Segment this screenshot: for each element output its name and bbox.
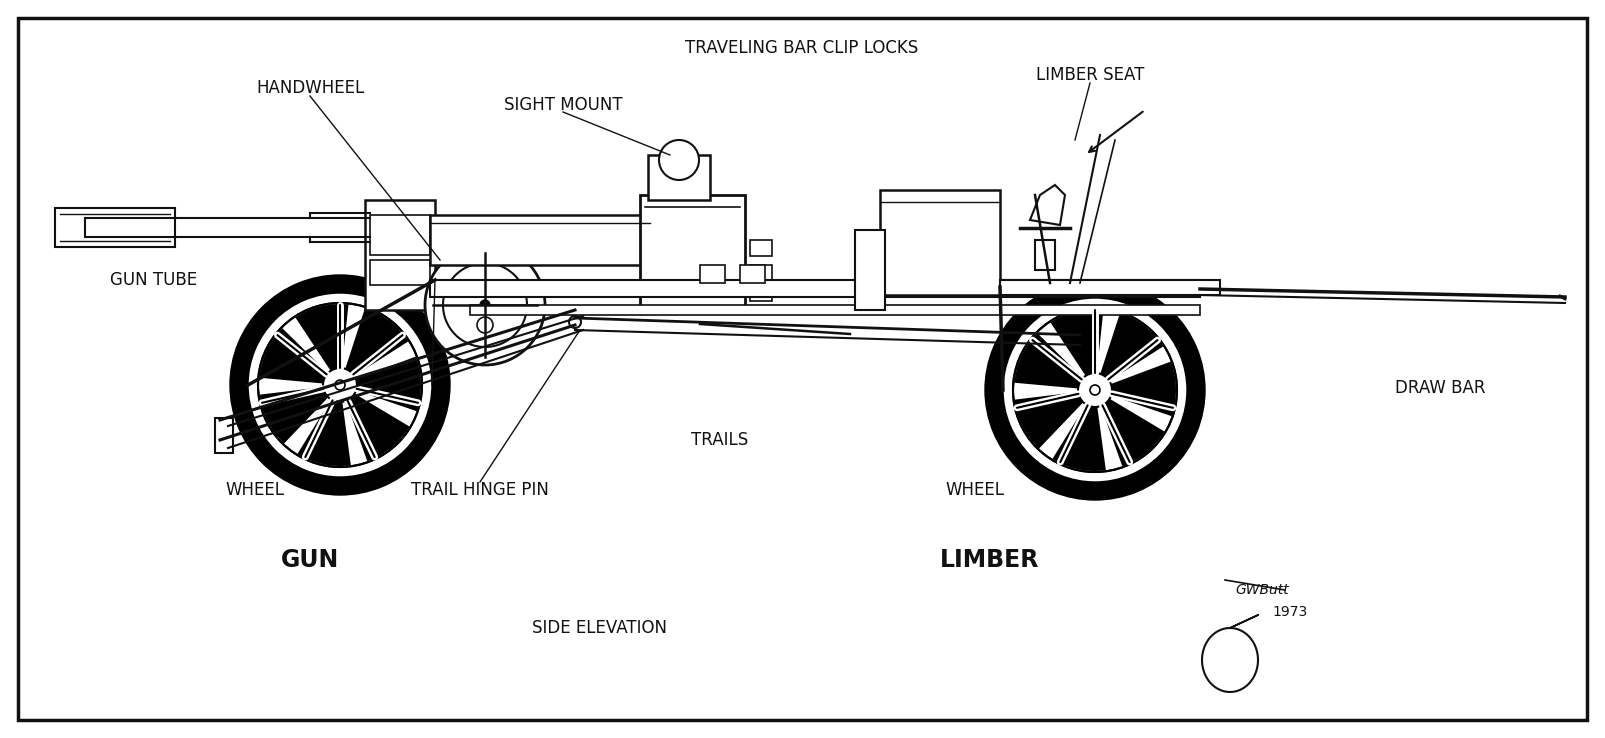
Text: LIMBER: LIMBER (941, 548, 1040, 572)
Text: TRAIL HINGE PIN: TRAIL HINGE PIN (411, 481, 549, 499)
Text: SIGHT MOUNT: SIGHT MOUNT (504, 96, 623, 114)
Circle shape (660, 140, 700, 180)
Bar (364, 200, 435, 310)
Bar (880, 190, 1000, 295)
Wedge shape (297, 399, 351, 466)
Text: HANDWHEEL: HANDWHEEL (255, 79, 364, 97)
Text: DRAW BAR: DRAW BAR (1395, 379, 1485, 397)
Text: TRAVELING BAR CLIP LOCKS: TRAVELING BAR CLIP LOCKS (685, 39, 918, 57)
Bar (55, 208, 175, 247)
Text: LIMBER SEAT: LIMBER SEAT (1035, 66, 1144, 84)
Bar (371, 215, 430, 255)
Wedge shape (1101, 399, 1165, 466)
Wedge shape (260, 387, 329, 444)
Text: 1973: 1973 (1273, 605, 1308, 619)
Circle shape (443, 263, 526, 347)
Circle shape (477, 317, 493, 333)
Bar (640, 195, 745, 310)
Wedge shape (1014, 392, 1083, 449)
Bar (1035, 240, 1054, 270)
Wedge shape (1111, 362, 1176, 416)
Wedge shape (345, 308, 408, 376)
Bar (740, 265, 766, 283)
Wedge shape (345, 393, 409, 461)
Circle shape (1090, 385, 1099, 395)
Circle shape (570, 316, 581, 328)
Text: TRAILS: TRAILS (692, 431, 748, 449)
Bar (470, 305, 1201, 315)
Bar (215, 418, 233, 453)
Circle shape (1013, 308, 1176, 472)
Circle shape (335, 380, 345, 390)
Bar (430, 215, 650, 265)
Polygon shape (1030, 185, 1066, 225)
Bar (750, 285, 772, 301)
Wedge shape (1053, 404, 1106, 471)
Circle shape (258, 303, 422, 467)
Bar (855, 230, 884, 310)
Text: GUN: GUN (281, 548, 339, 572)
Circle shape (480, 300, 490, 310)
Wedge shape (230, 275, 449, 495)
Bar (700, 265, 725, 283)
Bar (750, 265, 772, 281)
Text: SIDE ELEVATION: SIDE ELEVATION (533, 619, 668, 637)
Text: WHEEL: WHEEL (225, 481, 284, 499)
Text: WHEEL: WHEEL (945, 481, 1005, 499)
Circle shape (1079, 373, 1112, 407)
Wedge shape (985, 280, 1205, 500)
Circle shape (323, 368, 356, 402)
Bar (1000, 280, 1220, 295)
Wedge shape (1014, 333, 1083, 388)
Wedge shape (1050, 309, 1104, 376)
Wedge shape (1101, 313, 1164, 381)
Bar (430, 280, 1201, 297)
Text: GUN TUBE: GUN TUBE (111, 271, 197, 289)
Wedge shape (260, 328, 327, 384)
Bar (648, 155, 709, 200)
Wedge shape (295, 304, 348, 370)
Circle shape (425, 245, 546, 365)
Bar (371, 260, 430, 285)
Wedge shape (356, 356, 421, 411)
Bar (750, 240, 772, 256)
Text: GWButt: GWButt (1234, 583, 1289, 597)
